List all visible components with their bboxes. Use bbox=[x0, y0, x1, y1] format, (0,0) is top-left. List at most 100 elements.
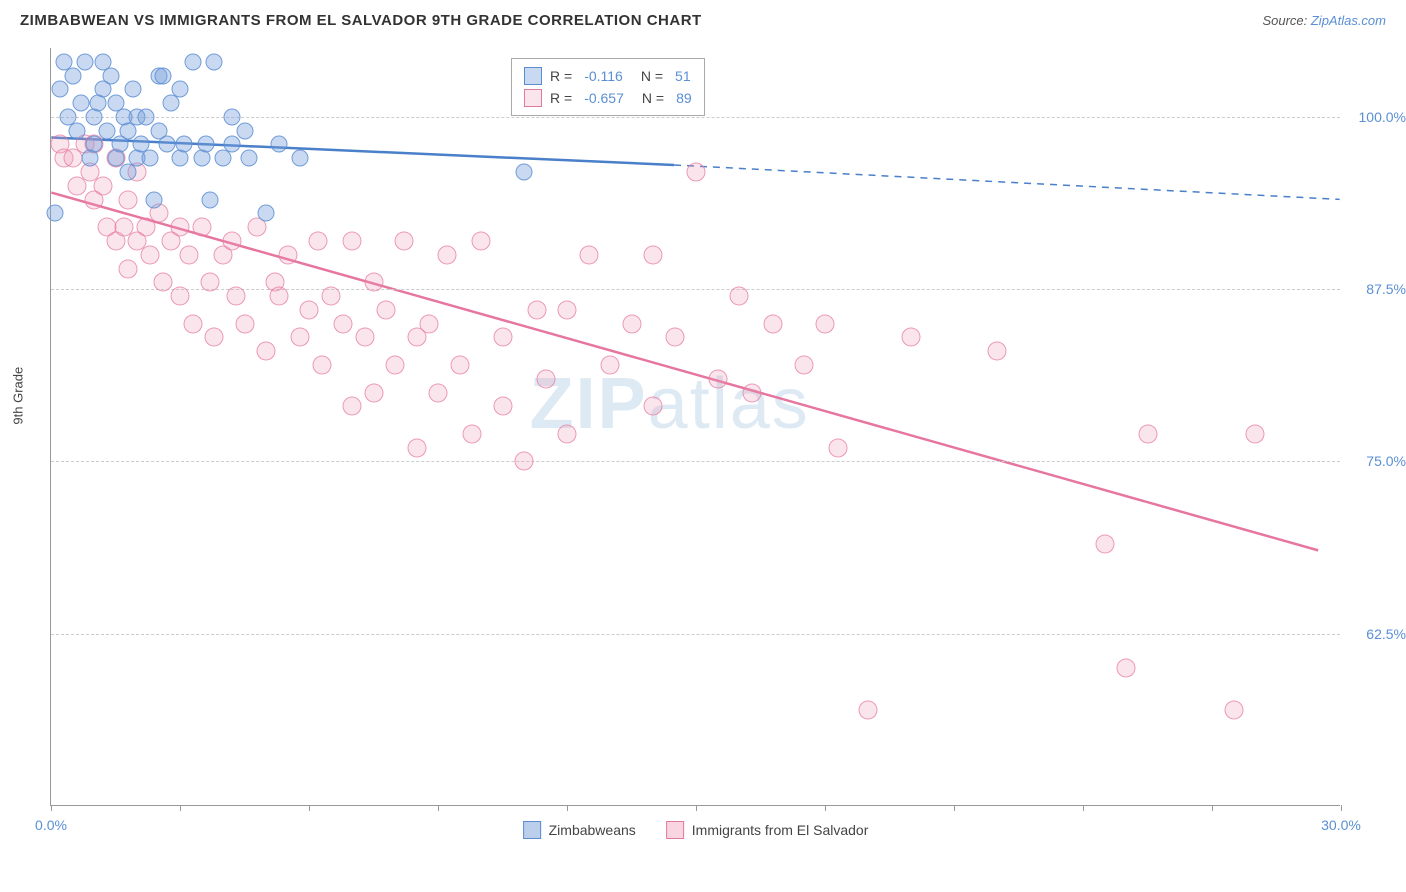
data-point bbox=[94, 53, 111, 70]
data-point bbox=[472, 231, 491, 250]
data-point bbox=[516, 164, 533, 181]
y-tick-label: 100.0% bbox=[1359, 109, 1406, 125]
data-point bbox=[51, 81, 68, 98]
source-link[interactable]: ZipAtlas.com bbox=[1311, 13, 1386, 28]
data-point bbox=[81, 150, 98, 167]
legend-row-pink: R = -0.657 N = 89 bbox=[524, 87, 692, 109]
data-point bbox=[334, 314, 353, 333]
data-point bbox=[140, 245, 159, 264]
data-point bbox=[205, 328, 224, 347]
data-point bbox=[420, 314, 439, 333]
x-tick bbox=[696, 805, 697, 811]
data-point bbox=[579, 245, 598, 264]
source-attribution: Source: ZipAtlas.com bbox=[1262, 13, 1386, 28]
data-point bbox=[223, 108, 240, 125]
data-point bbox=[90, 95, 107, 112]
data-point bbox=[493, 397, 512, 416]
y-tick-label: 87.5% bbox=[1366, 281, 1406, 297]
data-point bbox=[764, 314, 783, 333]
data-point bbox=[394, 231, 413, 250]
data-point bbox=[202, 191, 219, 208]
n-value: 51 bbox=[675, 65, 691, 87]
data-point bbox=[536, 369, 555, 388]
data-point bbox=[159, 136, 176, 153]
data-point bbox=[794, 355, 813, 374]
data-point bbox=[437, 245, 456, 264]
gridline bbox=[51, 117, 1340, 118]
data-point bbox=[730, 287, 749, 306]
correlation-legend: R = -0.116 N = 51 R = -0.657 N = 89 bbox=[511, 58, 705, 116]
gridline bbox=[51, 289, 1340, 290]
data-point bbox=[300, 300, 319, 319]
x-tick bbox=[51, 805, 52, 811]
y-axis-label: 9th Grade bbox=[11, 367, 26, 425]
data-point bbox=[644, 245, 663, 264]
legend-row-blue: R = -0.116 N = 51 bbox=[524, 65, 692, 87]
data-point bbox=[278, 245, 297, 264]
data-point bbox=[407, 438, 426, 457]
data-point bbox=[206, 53, 223, 70]
data-point bbox=[493, 328, 512, 347]
data-point bbox=[154, 67, 171, 84]
data-point bbox=[235, 314, 254, 333]
data-point bbox=[463, 424, 482, 443]
data-point bbox=[742, 383, 761, 402]
data-point bbox=[236, 122, 253, 139]
y-tick-label: 75.0% bbox=[1366, 453, 1406, 469]
data-point bbox=[201, 273, 220, 292]
data-point bbox=[1224, 700, 1243, 719]
data-point bbox=[192, 218, 211, 237]
data-point bbox=[364, 383, 383, 402]
trend-line-pink bbox=[51, 193, 1318, 551]
data-point bbox=[257, 342, 276, 361]
data-point bbox=[527, 300, 546, 319]
data-point bbox=[828, 438, 847, 457]
data-point bbox=[119, 190, 138, 209]
data-point bbox=[98, 122, 115, 139]
r-value: -0.657 bbox=[584, 87, 624, 109]
data-point bbox=[222, 231, 241, 250]
data-point bbox=[601, 355, 620, 374]
chart-title: ZIMBABWEAN VS IMMIGRANTS FROM EL SALVADO… bbox=[20, 12, 702, 29]
data-point bbox=[73, 95, 90, 112]
scatter-chart: ZIPatlas R = -0.116 N = 51 R = -0.657 N … bbox=[50, 48, 1340, 806]
data-point bbox=[176, 136, 193, 153]
data-point bbox=[321, 287, 340, 306]
data-point bbox=[665, 328, 684, 347]
data-point bbox=[343, 397, 362, 416]
data-point bbox=[172, 81, 189, 98]
legend-swatch-blue bbox=[523, 821, 541, 839]
data-point bbox=[816, 314, 835, 333]
data-point bbox=[558, 300, 577, 319]
data-point bbox=[386, 355, 405, 374]
data-point bbox=[364, 273, 383, 292]
data-point bbox=[622, 314, 641, 333]
x-tick bbox=[954, 805, 955, 811]
y-tick-label: 62.5% bbox=[1366, 626, 1406, 642]
data-point bbox=[184, 53, 201, 70]
data-point bbox=[1095, 535, 1114, 554]
data-point bbox=[197, 136, 214, 153]
data-point bbox=[343, 231, 362, 250]
r-value: -0.116 bbox=[584, 65, 623, 87]
data-point bbox=[644, 397, 663, 416]
data-point bbox=[171, 287, 190, 306]
x-tick bbox=[567, 805, 568, 811]
series-legend: Zimbabweans Immigrants from El Salvador bbox=[523, 821, 869, 839]
gridline bbox=[51, 461, 1340, 462]
data-point bbox=[64, 67, 81, 84]
data-point bbox=[558, 424, 577, 443]
legend-swatch bbox=[524, 67, 542, 85]
legend-swatch-pink bbox=[666, 821, 684, 839]
data-point bbox=[377, 300, 396, 319]
data-point bbox=[124, 81, 141, 98]
data-point bbox=[515, 452, 534, 471]
data-point bbox=[988, 342, 1007, 361]
data-point bbox=[77, 53, 94, 70]
data-point bbox=[226, 287, 245, 306]
x-tick-label: 0.0% bbox=[35, 817, 67, 833]
data-point bbox=[708, 369, 727, 388]
x-tick bbox=[1212, 805, 1213, 811]
n-value: 89 bbox=[676, 87, 692, 109]
data-point bbox=[223, 136, 240, 153]
